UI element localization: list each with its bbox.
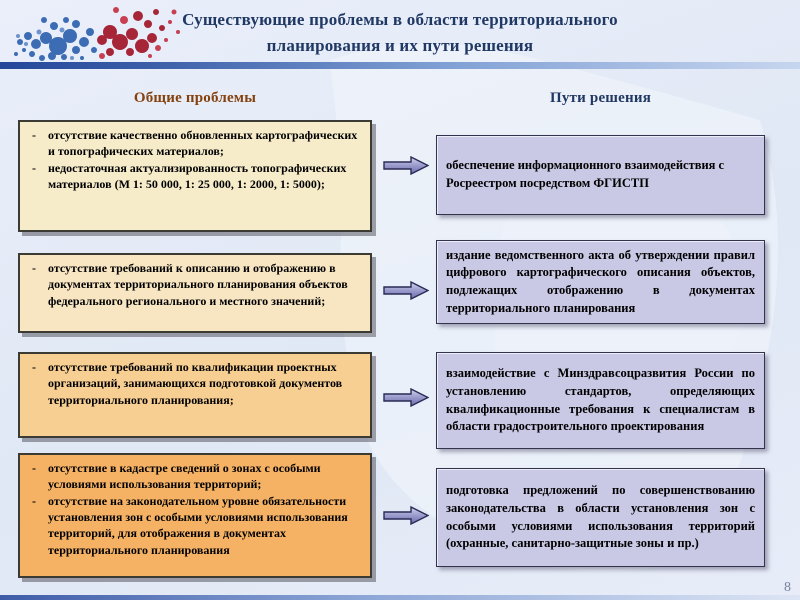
problem-item: - отсутствие требований к описанию и ото…	[30, 260, 362, 309]
right-arrow-icon	[383, 281, 429, 300]
solution-box-2: издание ведомственного акта об утвержден…	[436, 240, 765, 324]
solution-text: обеспечение информационного взаимодейств…	[446, 158, 725, 190]
problem-box-1: - отсутствие качественно обновленных кар…	[18, 120, 372, 232]
problem-text: отсутствие в кадастре сведений о зонах с…	[48, 461, 321, 492]
solution-text: взаимодействие с Минздравсоцразвития Рос…	[446, 366, 755, 434]
problem-item: - отсутствие в кадастре сведений о зонах…	[30, 460, 362, 493]
problem-text: отсутствие качественно обновленных карто…	[48, 128, 358, 159]
bullet-dash: -	[32, 160, 36, 175]
problem-item: - отсутствие качественно обновленных кар…	[30, 127, 362, 160]
problem-text: отсутствие требований к описанию и отобр…	[48, 261, 348, 308]
right-arrow-icon	[383, 506, 429, 525]
title-divider	[0, 62, 800, 69]
problem-item: - отсутствие требований по квалификации …	[30, 359, 362, 408]
solution-text: издание ведомственного акта об утвержден…	[446, 247, 755, 315]
problem-box-4: - отсутствие в кадастре сведений о зонах…	[18, 453, 372, 578]
solution-text: подготовка предложений по совершенствова…	[446, 483, 755, 551]
bottom-bar	[0, 595, 800, 600]
bullet-dash: -	[32, 493, 36, 508]
problem-text: недостаточная актуализированность топогр…	[48, 160, 347, 191]
solutions-column-header: Пути решения	[549, 90, 652, 106]
problems-column-header: Общие проблемы	[133, 90, 257, 106]
problem-box-2: - отсутствие требований к описанию и ото…	[18, 253, 372, 333]
problem-box-3: - отсутствие требований по квалификации …	[18, 352, 372, 438]
bullet-dash: -	[32, 461, 36, 475]
problem-item: - недостаточная актуализированность топо…	[30, 160, 362, 193]
solution-box-1: обеспечение информационного взаимодейств…	[436, 135, 765, 215]
right-arrow-icon	[383, 388, 429, 407]
problem-text: отсутствие на законодательном уровне обя…	[48, 493, 348, 557]
bullet-dash: -	[32, 360, 36, 374]
page-number: 8	[784, 580, 791, 595]
bullet-dash: -	[32, 128, 36, 142]
dots-logo	[14, 7, 180, 61]
solution-box-4: подготовка предложений по совершенствова…	[436, 468, 765, 567]
problem-item: - отсутствие на законодательном уровне о…	[30, 493, 362, 558]
solution-box-3: взаимодействие с Минздравсоцразвития Рос…	[436, 352, 765, 449]
problem-text: отсутствие требований по квалификации пр…	[48, 360, 343, 407]
bullet-dash: -	[32, 261, 36, 275]
right-arrow-icon	[383, 156, 429, 175]
slide-title: Существующие проблемы в области территор…	[182, 10, 618, 56]
